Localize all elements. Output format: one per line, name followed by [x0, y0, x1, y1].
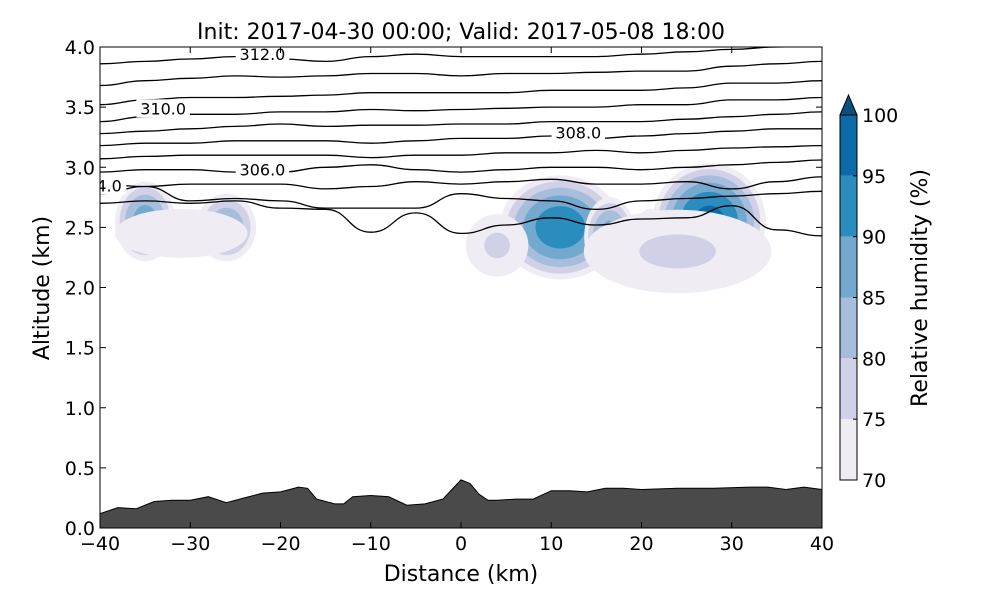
x-axis-label: Distance (km) — [384, 562, 539, 587]
theta-contour-7 — [100, 96, 822, 123]
x-tick-label-1: −30 — [170, 533, 210, 555]
chart-title: Init: 2017-04-30 00:00; Valid: 2017-05-0… — [197, 20, 725, 45]
x-tick-label-0: −40 — [80, 533, 120, 555]
colorbar-swatch-90 — [840, 175, 857, 237]
terrain — [100, 479, 822, 528]
colorbar-tick-label-4: 90 — [862, 227, 886, 249]
rh-band-75 — [484, 232, 510, 259]
colorbar-swatch-80 — [840, 297, 857, 359]
x-tick-label-2: −20 — [260, 533, 300, 555]
theta-contour-10 — [100, 47, 794, 65]
theta-contour-0 — [100, 200, 822, 237]
colorbar-swatch-95 — [840, 115, 857, 176]
potential-temperature-contours — [100, 47, 822, 237]
relative-humidity-fill — [114, 163, 772, 294]
x-tick-label-5: 10 — [539, 533, 563, 555]
colorbar-tick-label-2: 80 — [862, 348, 886, 370]
contour-label-bg-3 — [235, 160, 290, 179]
x-tick-label-8: 40 — [810, 533, 834, 555]
rh-band-75 — [639, 234, 716, 269]
x-tick-label-7: 30 — [720, 533, 744, 555]
y-axis: 0.0 0.5 1.0 1.5 2.0 2.5 3.0 3.5 4.0 — [65, 37, 822, 540]
y-tick-label-2: 1.0 — [65, 398, 95, 420]
y-tick-label-7: 3.5 — [65, 97, 95, 119]
colorbar-swatch-75 — [840, 358, 857, 420]
colorbar: 70 75 80 85 90 95 100 — [839, 93, 898, 492]
y-tick-label-1: 0.5 — [65, 458, 95, 480]
theta-contour-6 — [100, 111, 822, 135]
plot-area — [100, 47, 822, 528]
contour-labels: 312.0 310.0 308.0 306.0 4.0 — [96, 45, 606, 195]
contour-label-bg-4 — [100, 176, 127, 195]
theta-contour-9 — [100, 60, 822, 87]
colorbar-tick-label-3: 85 — [862, 288, 886, 310]
x-tick-label-3: −10 — [351, 533, 391, 555]
theta-contour-1 — [100, 185, 822, 210]
y-tick-label-0: 0.0 — [65, 518, 95, 540]
colorbar-tick-label-1: 75 — [862, 409, 886, 431]
terrain-area — [100, 479, 822, 528]
theta-contour-2 — [100, 176, 822, 190]
y-tick-label-5: 2.5 — [65, 217, 95, 239]
y-tick-label-4: 2.0 — [65, 278, 95, 300]
contour-label-2: 308.0 — [555, 123, 601, 142]
theta-contour-4 — [100, 144, 822, 160]
rh-blob-7 — [114, 208, 248, 258]
theta-contour-5 — [100, 128, 822, 147]
colorbar-swatch-85 — [840, 236, 857, 298]
contour-label-bg-2 — [551, 123, 606, 142]
y-tick-label-8: 4.0 — [65, 37, 95, 59]
contour-label-bg-1 — [136, 99, 190, 118]
rh-band-90 — [535, 206, 586, 249]
colorbar-tick-label-5: 95 — [862, 166, 886, 188]
y-axis-label: Altitude (km) — [30, 216, 55, 360]
colorbar-tick-label-0: 70 — [862, 470, 886, 492]
colorbar-extend-arrow — [839, 93, 858, 116]
x-axis: −40 −30 −20 −10 0 10 20 30 40 — [80, 47, 834, 555]
y-tick-label-6: 3.0 — [65, 157, 95, 179]
colorbar-tick-label-6: 100 — [862, 105, 898, 127]
rh-blob-6 — [583, 209, 772, 294]
x-tick-label-6: 20 — [629, 533, 653, 555]
contour-label-bg-0 — [235, 47, 290, 64]
x-tick-label-4: 0 — [455, 533, 467, 555]
colorbar-label: Relative humidity (%) — [908, 169, 933, 407]
contour-label-3: 306.0 — [240, 161, 286, 180]
theta-contour-3 — [100, 159, 822, 173]
theta-contour-8 — [100, 80, 822, 106]
contour-label-1: 310.0 — [140, 99, 186, 118]
y-tick-label-3: 1.5 — [65, 338, 95, 360]
rh-band-70 — [114, 208, 248, 258]
colorbar-swatch-70 — [840, 419, 857, 480]
contour-label-4: 4.0 — [96, 176, 121, 195]
contour-label-0: 312.0 — [240, 45, 286, 64]
